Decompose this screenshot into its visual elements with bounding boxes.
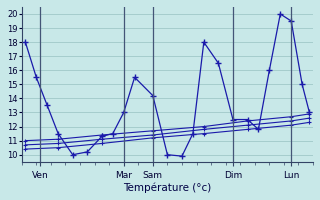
X-axis label: Température (°c): Température (°c): [123, 183, 212, 193]
